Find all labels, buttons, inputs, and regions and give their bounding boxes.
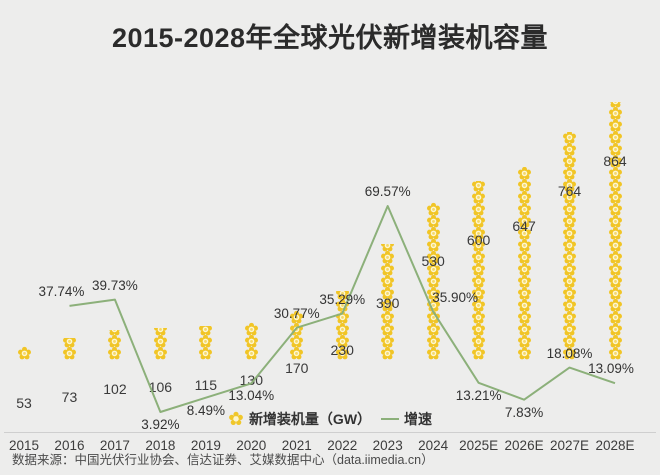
bar-glyph	[562, 166, 577, 180]
bar-glyph	[608, 130, 623, 144]
bar-2016[interactable]	[60, 338, 78, 360]
growth-rate-label-2021: 30.77%	[273, 305, 320, 321]
x-axis-label-2018: 2018	[145, 438, 176, 453]
bar-glyph	[562, 154, 577, 168]
bar-glyph	[608, 166, 623, 180]
x-axis-label-2028E: 2028E	[595, 438, 635, 453]
growth-rate-label-2024: 35.90%	[432, 289, 479, 305]
x-axis-label-2025E: 2025E	[459, 438, 499, 453]
bar-glyph	[562, 131, 577, 144]
line-segment-icon	[381, 418, 400, 420]
bar-2026E[interactable]	[515, 166, 533, 360]
bar-glyph	[107, 329, 122, 336]
growth-rate-label-2020: 13.04%	[228, 388, 275, 404]
bar-glyph	[562, 142, 577, 156]
x-axis-label-2026E: 2026E	[504, 438, 544, 453]
bar-glyph	[426, 202, 441, 216]
bar-value-label-2023: 390	[376, 294, 400, 311]
bar-2027E[interactable]	[561, 131, 579, 360]
bar-value-label-2020: 130	[239, 372, 263, 389]
bar-glyph	[380, 243, 395, 252]
x-axis-label-2017: 2017	[99, 438, 130, 453]
x-axis-label-2020: 2020	[236, 438, 267, 453]
bar-value-label-2021: 170	[285, 360, 309, 377]
bar-2020[interactable]	[242, 321, 260, 360]
bar-glyph	[608, 118, 623, 132]
bar-value-label-2016: 73	[61, 389, 78, 406]
bar-2017[interactable]	[106, 329, 124, 360]
bar-glyph	[608, 106, 623, 120]
x-axis-label-2024: 2024	[418, 438, 449, 453]
bar-value-label-2027E: 764	[557, 182, 582, 199]
bar-value-label-2018: 106	[148, 379, 173, 396]
bar-glyph	[244, 322, 259, 336]
bar-value-label-2024: 530	[421, 252, 445, 269]
growth-rate-label-2027E: 18.08%	[546, 345, 593, 361]
flower-icon	[229, 411, 243, 425]
page-title: 2015-2028年全球光伏新增装机容量	[111, 23, 549, 53]
growth-rate-label-2019: 8.49%	[186, 402, 225, 418]
bar-value-label-2022: 230	[330, 342, 354, 359]
bar-glyph	[517, 166, 532, 180]
x-axis-label-2016: 2016	[54, 438, 85, 453]
bar-2025E[interactable]	[470, 180, 488, 360]
growth-rate-label-2028E: 13.09%	[588, 361, 634, 377]
bar-glyph	[608, 190, 623, 204]
bar-glyph	[198, 325, 213, 336]
source-note: 数据来源：中国光伏行业协会、信达证券、艾媒数据中心（data.iimedia.c…	[12, 453, 434, 467]
bar-2015[interactable]	[15, 344, 33, 360]
bar-glyph	[62, 338, 77, 348]
bar-value-label-2028E: 864	[603, 153, 627, 169]
bar-value-label-2019: 115	[194, 376, 218, 393]
x-axis-tick-labels: 2015 2016 2017 2018 2019 2020 2021 2022 2023 2024…	[0, 438, 660, 458]
bar-2024[interactable]	[424, 202, 442, 360]
bar-value-label-2025E: 600	[466, 231, 491, 248]
bar-glyph	[562, 190, 577, 204]
bar-glyph	[517, 178, 532, 192]
bar-value-label-2026E: 647	[512, 217, 536, 234]
x-axis-label-2023: 2023	[372, 438, 403, 453]
bar-2018[interactable]	[151, 328, 169, 360]
growth-rate-label-2018: 3.92%	[141, 417, 180, 432]
growth-rate-label-2025E: 13.21%	[455, 387, 502, 403]
plot-area: 53 73 102 106 115 130 170 230 390 530 600 647 764 864…	[0, 60, 660, 453]
bar-glyph	[608, 154, 623, 168]
chart-legend: 新增装机量（GW） 增速	[0, 409, 660, 429]
x-axis-line	[4, 432, 656, 433]
x-axis-label-2021: 2021	[281, 438, 312, 453]
bar-glyph	[608, 142, 623, 156]
bar-glyph	[562, 178, 577, 192]
growth-rate-label-2017: 39.73%	[92, 277, 138, 293]
legend-label-bar: 新增装机量（GW）	[248, 411, 372, 427]
growth-rate-label-2023: 69.57%	[364, 184, 411, 199]
legend-label-line: 增速	[404, 411, 433, 427]
legend-item-line[interactable]: 增速	[381, 409, 432, 429]
bar-2028E[interactable]	[606, 102, 624, 360]
legend-item-bar[interactable]: 新增装机量（GW）	[228, 409, 371, 429]
x-axis-label-2015: 2015	[8, 438, 40, 453]
bar-value-label-2015: 53	[16, 395, 32, 412]
x-axis-label-2022: 2022	[327, 438, 358, 453]
x-axis-label-2027E: 2027E	[550, 438, 590, 453]
bar-glyph	[608, 178, 623, 192]
bar-value-label-2017: 102	[103, 380, 127, 397]
bar-2019[interactable]	[197, 325, 215, 360]
x-axis-label-2019: 2019	[190, 438, 221, 453]
bar-glyph	[17, 346, 32, 360]
bar-glyph	[153, 328, 168, 336]
growth-rate-label-2022: 35.29%	[319, 291, 366, 307]
bar-glyph	[471, 180, 486, 192]
bar-glyph	[517, 190, 532, 204]
growth-rate-label-2016: 37.74%	[38, 283, 85, 299]
bar-glyph	[608, 102, 623, 108]
growth-rate-label-2026E: 7.83%	[504, 404, 544, 420]
bar-glyph	[471, 190, 486, 204]
